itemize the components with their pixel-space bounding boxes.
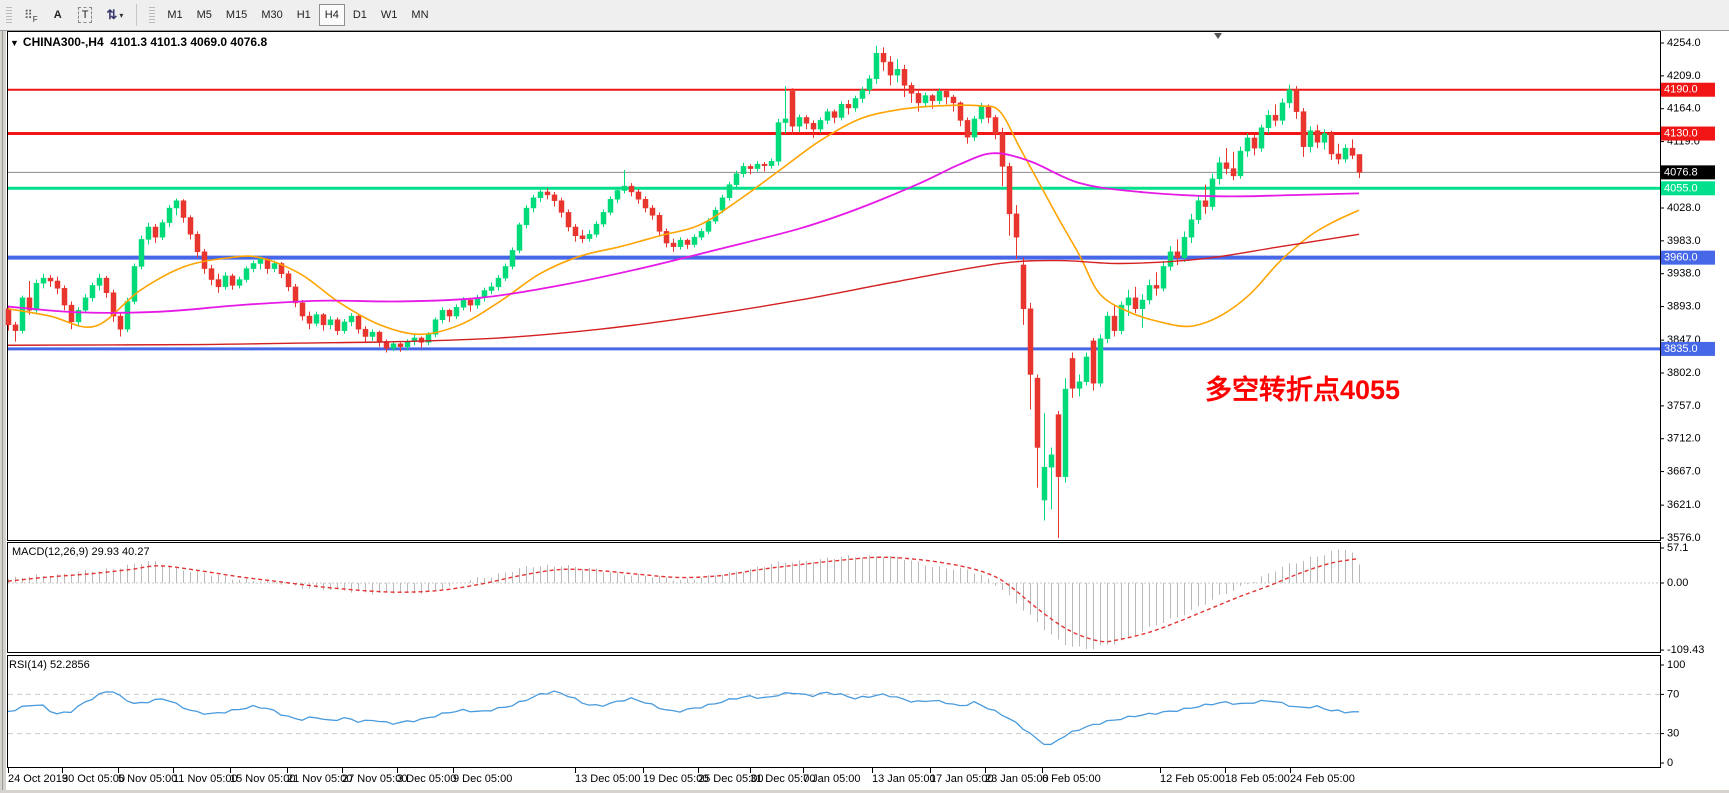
toolbar-separator	[136, 4, 138, 26]
macd-signal-line	[7, 556, 1360, 643]
ma-mid-magenta	[7, 152, 1360, 314]
timeframe-h4[interactable]: H4	[318, 4, 345, 26]
date-label: 24 Feb 05:00	[1290, 773, 1355, 785]
arrows-dropdown-button[interactable]: ⇅ ▾	[100, 4, 129, 26]
arrows-icon: ⇅	[106, 7, 118, 22]
date-label: 6 Feb 05:00	[1042, 773, 1101, 785]
svg-text:3802.0: 3802.0	[1667, 367, 1701, 379]
date-label: 19 Dec 05:00	[643, 773, 708, 785]
window-left-gutter	[0, 31, 6, 793]
svg-text:4209.0: 4209.0	[1667, 70, 1701, 82]
timeframe-m1[interactable]: M1	[161, 4, 188, 26]
chart-annotation-text[interactable]: 多空转折点4055	[1205, 375, 1401, 405]
panel-frames	[0, 31, 1729, 793]
date-label: 15 Nov 05:00	[230, 773, 295, 785]
price-badge-4190.0: 4190.0	[1664, 84, 1698, 96]
timeframe-w1[interactable]: W1	[375, 4, 404, 26]
timeframe-group-handle[interactable]	[147, 5, 158, 25]
date-label: 31 Dec 05:00	[750, 773, 815, 785]
price-badge-3835.0: 3835.0	[1664, 343, 1698, 355]
price-axis[interactable]: 4254.04209.04164.04119.04028.03983.03938…	[1660, 37, 1715, 544]
svg-text:3757.0: 3757.0	[1667, 400, 1701, 412]
date-label: 9 Dec 05:00	[453, 773, 512, 785]
svg-text:3576.0: 3576.0	[1667, 532, 1701, 544]
rsi-indicator-label: RSI(14) 52.2856	[9, 659, 90, 671]
date-label: 11 Nov 05:00	[173, 773, 238, 785]
toolbar-drag-handle[interactable]	[4, 5, 14, 25]
price-badge-4076.8: 4076.8	[1664, 166, 1698, 178]
date-label: 3 Dec 05:00	[397, 773, 456, 785]
date-label: 12 Feb 05:00	[1160, 773, 1225, 785]
date-label: 23 Jan 05:00	[985, 773, 1049, 785]
ma-fast-orange	[7, 104, 1360, 336]
date-label: 13 Jan 05:00	[872, 773, 936, 785]
svg-text:70: 70	[1667, 688, 1679, 700]
svg-text:0: 0	[1667, 757, 1673, 769]
svg-text:4254.0: 4254.0	[1667, 37, 1701, 49]
svg-text:100: 100	[1667, 659, 1685, 671]
date-label: 13 Dec 05:00	[575, 773, 640, 785]
svg-text:4164.0: 4164.0	[1667, 103, 1701, 115]
svg-text:3621.0: 3621.0	[1667, 499, 1701, 511]
date-label: 27 Nov 05:00	[342, 773, 407, 785]
chart-symbol-header: ▼ CHINA300-,H4 4101.3 4101.3 4069.0 4076.…	[10, 35, 267, 49]
chevron-down-icon: ▾	[119, 10, 124, 20]
price-badge-4055.0: 4055.0	[1664, 182, 1698, 194]
svg-text:57.1: 57.1	[1667, 542, 1688, 554]
ohlc-values: 4101.3 4101.3 4069.0 4076.8	[110, 35, 268, 49]
grid-f-label: F	[32, 14, 38, 24]
chart-shift-marker[interactable]	[1214, 33, 1222, 39]
date-label: 7 Jan 05:00	[803, 773, 861, 785]
svg-text:3983.0: 3983.0	[1667, 235, 1701, 247]
timeframe-d1[interactable]: D1	[347, 4, 373, 26]
date-label: 5 Nov 05:00	[118, 773, 177, 785]
dotted-grid-icon: ⠿	[24, 8, 33, 22]
symbol-period-label: CHINA300-,H4	[22, 35, 104, 49]
text-a-button[interactable]: A	[46, 4, 70, 26]
collapse-triangle-icon[interactable]: ▼	[10, 38, 19, 48]
price-badge-3960.0: 3960.0	[1664, 252, 1698, 264]
timeframe-m15[interactable]: M15	[220, 4, 253, 26]
template-grid-icon[interactable]: ⠿ F	[18, 4, 44, 26]
rsi-panel[interactable]: 100 70 30 0	[7, 659, 1685, 769]
boxed-t-icon: T	[77, 7, 93, 23]
ma-slow-red	[7, 233, 1360, 346]
horizontal-lines[interactable]	[8, 88, 1660, 351]
moving-averages	[7, 104, 1360, 346]
date-label: 21 Nov 05:00	[287, 773, 352, 785]
svg-text:3712.0: 3712.0	[1667, 433, 1701, 445]
svg-text:3938.0: 3938.0	[1667, 268, 1701, 280]
candles-series[interactable]	[5, 45, 1363, 539]
timeframe-m5[interactable]: M5	[191, 4, 218, 26]
svg-text:3667.0: 3667.0	[1667, 466, 1701, 478]
price-badge-4130.0: 4130.0	[1664, 128, 1698, 140]
date-label: 17 Jan 05:00	[930, 773, 994, 785]
macd-indicator-label: MACD(12,26,9) 29.93 40.27	[12, 546, 150, 558]
rsi-line	[7, 690, 1360, 746]
date-label: 24 Oct 2019	[8, 773, 68, 785]
text-label-button[interactable]: T	[72, 4, 99, 26]
svg-text:30: 30	[1667, 728, 1679, 740]
timeframe-m30[interactable]: M30	[255, 4, 288, 26]
date-label: 18 Feb 05:00	[1225, 773, 1290, 785]
date-label: 30 Oct 05:00	[62, 773, 125, 785]
svg-text:-109.43: -109.43	[1667, 644, 1704, 656]
toolbar: ⠿ F A T ⇅ ▾ M1 M5 M15 M30 H1 H4 D1 W1 MN	[0, 0, 1729, 31]
timeframe-mn[interactable]: MN	[405, 4, 434, 26]
letter-a-icon: A	[53, 9, 62, 21]
svg-text:0.00: 0.00	[1667, 577, 1688, 589]
date-label: 25 Dec 05:00	[698, 773, 763, 785]
timeframe-h1[interactable]: H1	[291, 4, 317, 26]
svg-text:3893.0: 3893.0	[1667, 301, 1701, 313]
macd-panel[interactable]: 57.1 0.00 -109.43	[7, 542, 1704, 656]
svg-text:4028.0: 4028.0	[1667, 202, 1701, 214]
